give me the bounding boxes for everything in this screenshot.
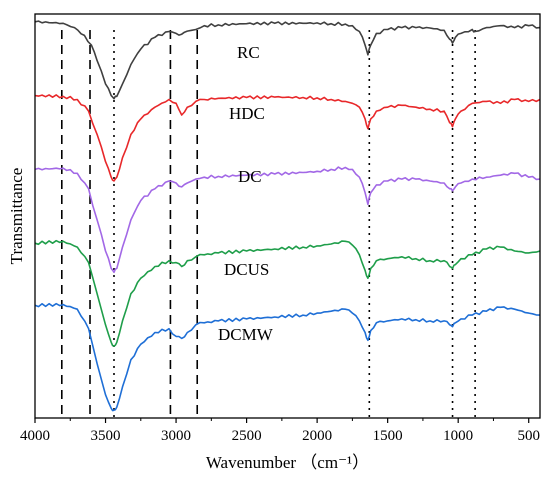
series-line-dc [34, 166, 541, 274]
x-tick-label: 1500 [373, 428, 403, 444]
reference-lines [61, 30, 476, 418]
series-lines [34, 20, 541, 412]
x-tick-label: 500 [517, 428, 540, 444]
x-tick-label: 1000 [443, 428, 473, 444]
series-label-dcus: DCUS [224, 260, 269, 279]
x-tick-label: 2500 [232, 428, 262, 444]
series-line-hdc [34, 94, 541, 182]
x-tick-label: 3000 [161, 428, 191, 444]
series-line-rc [34, 20, 541, 100]
x-tick-label: 4000 [20, 428, 50, 444]
series-line-dcmw [34, 302, 541, 412]
y-axis-title: Transmittance [7, 168, 26, 265]
series-labels: RC HDC DC DCUS DCMW [218, 43, 274, 344]
series-label-rc: RC [237, 43, 260, 62]
plot-frame [34, 13, 541, 419]
x-axis: 4000 3500 3000 2500 2000 1500 1000 500 [20, 418, 540, 444]
x-tick-label: 2000 [302, 428, 332, 444]
series-line-dcus [34, 239, 541, 347]
series-label-dc: DC [238, 167, 262, 186]
series-label-hdc: HDC [229, 104, 265, 123]
series-label-dcmw: DCMW [218, 325, 274, 344]
x-tick-label: 3500 [91, 428, 121, 444]
x-axis-title: Wavenumber （cm⁻¹） [206, 453, 369, 472]
